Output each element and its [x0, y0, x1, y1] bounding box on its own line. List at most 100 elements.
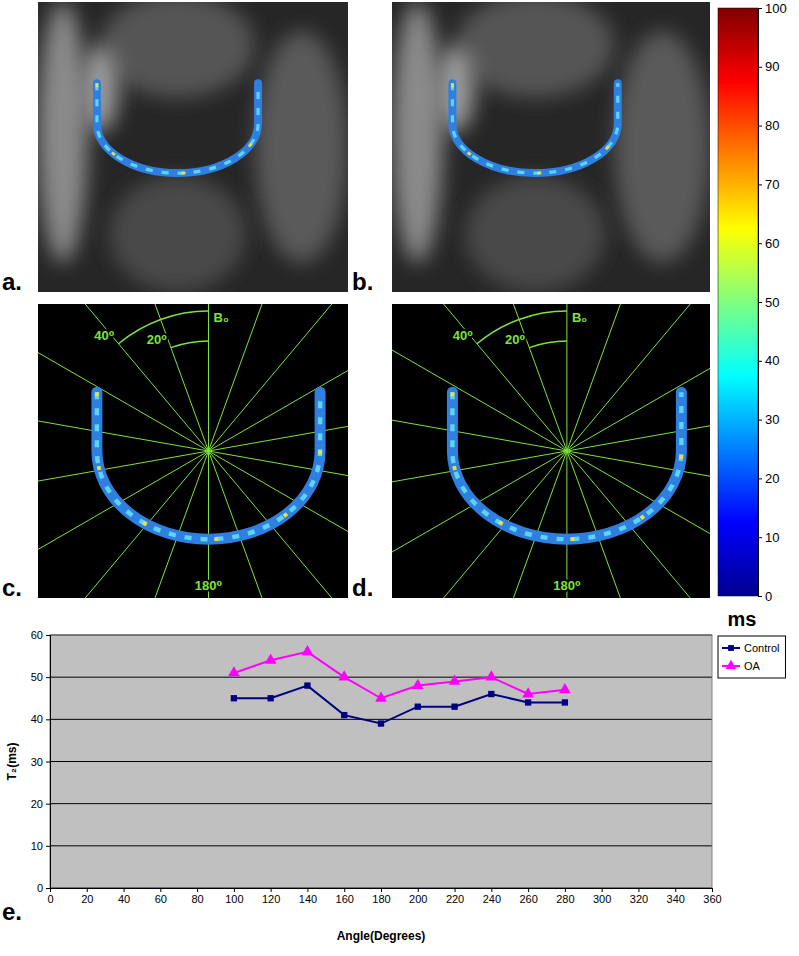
tick-mark — [124, 888, 125, 892]
panel-label: b. — [352, 268, 373, 295]
marker — [265, 654, 277, 664]
tick-label: 160 — [336, 893, 354, 905]
tick: 300 — [593, 888, 611, 905]
angle-line — [209, 382, 349, 451]
legend: Control OA — [718, 636, 785, 678]
tick-label: 20 — [31, 798, 43, 810]
cartilage-texture — [452, 392, 681, 539]
tick-label: 120 — [262, 893, 280, 905]
panel-label: d. — [352, 574, 373, 601]
marker — [304, 682, 310, 688]
axis-line — [46, 636, 51, 889]
cartilage-texture — [452, 392, 681, 539]
tick-mark — [271, 888, 272, 892]
angle-label: 180⁰ — [195, 578, 223, 593]
legend-box — [718, 636, 785, 678]
cartilage — [97, 83, 258, 173]
image-panel — [392, 2, 710, 292]
marker — [378, 720, 384, 726]
grid-line — [50, 761, 712, 762]
angle-line — [567, 304, 710, 451]
tick-mark — [758, 184, 762, 185]
tick: 240 — [483, 888, 501, 905]
tick: 60 — [758, 236, 779, 251]
tick-mark — [675, 888, 676, 892]
tick-mark — [87, 888, 88, 892]
tick-label: 60 — [765, 236, 779, 251]
angle-line — [392, 451, 567, 598]
tick: 220 — [446, 888, 464, 905]
tick: 90 — [758, 59, 779, 74]
angle-label: 40⁰ — [453, 328, 473, 343]
tick: 80 — [758, 118, 779, 133]
anatomy — [456, 2, 615, 98]
tick: 0 — [47, 888, 53, 905]
panel-label: e. — [2, 898, 22, 925]
tick-label: 240 — [483, 893, 501, 905]
tick: 0 — [37, 882, 50, 894]
tick-mark — [46, 888, 50, 889]
angle-label: 20⁰ — [147, 332, 167, 347]
angle-line — [208, 304, 209, 451]
tick: 100 — [225, 888, 243, 905]
tick-label: 280 — [556, 893, 574, 905]
marker — [228, 666, 240, 676]
tick: 120 — [262, 888, 280, 905]
tick-mark — [418, 888, 419, 892]
tick-label: 70 — [765, 177, 779, 192]
marker — [412, 679, 424, 689]
tick: 40 — [758, 353, 779, 368]
tick: 30 — [31, 756, 50, 768]
tick-mark — [758, 361, 762, 362]
angle-arc — [529, 341, 567, 348]
colorbar-axis: 0102030405060708090100 — [758, 1, 787, 604]
cartilage-texture — [452, 83, 617, 173]
marker — [562, 699, 568, 705]
tick-mark — [307, 888, 308, 892]
x-axis: 0204060801001201401601802002202402602803… — [47, 888, 721, 905]
tick-label: 30 — [31, 756, 43, 768]
tick: 40 — [31, 713, 50, 725]
tick-label: 90 — [765, 59, 779, 74]
legend-label: OA — [744, 660, 761, 672]
tick-mark — [758, 243, 762, 244]
cartilage — [452, 392, 681, 539]
cartilage-texture — [97, 392, 320, 539]
legend-label: Control — [744, 642, 779, 654]
panel-label: c. — [2, 574, 22, 601]
tick: 20 — [31, 798, 50, 810]
angle-line — [392, 382, 567, 451]
tick: 70 — [758, 177, 779, 192]
tick-mark — [758, 302, 762, 303]
tick-mark — [758, 478, 762, 479]
tick: 80 — [191, 888, 203, 905]
axis-line — [759, 9, 763, 597]
tick-mark — [46, 719, 50, 720]
image-background — [38, 304, 348, 598]
plot-background — [50, 635, 712, 888]
grid — [50, 635, 712, 888]
anatomy — [38, 2, 88, 263]
tick-label: 60 — [31, 629, 43, 641]
tick-label: 320 — [630, 893, 648, 905]
angle-label: B₀ — [214, 310, 229, 325]
y-axis: 0102030405060 — [31, 629, 51, 894]
angle-label: 20⁰ — [505, 332, 525, 347]
angle-label: 40⁰ — [94, 328, 114, 343]
cartilage-texture — [452, 83, 617, 173]
tick-label: 0 — [37, 882, 43, 894]
angle-label: 180⁰ — [553, 578, 581, 593]
anatomy — [255, 31, 348, 263]
tick-mark — [455, 888, 456, 892]
grid-line — [50, 845, 712, 846]
tick-mark — [46, 804, 50, 805]
tick-mark — [46, 677, 50, 678]
marker — [268, 695, 274, 701]
tick-mark — [758, 537, 762, 538]
colorbar-title: ms — [728, 608, 757, 630]
marker — [485, 670, 497, 680]
tick-label: 50 — [765, 295, 779, 310]
tick-label: 40 — [31, 713, 43, 725]
tick: 260 — [519, 888, 537, 905]
tick-label: 200 — [409, 893, 427, 905]
